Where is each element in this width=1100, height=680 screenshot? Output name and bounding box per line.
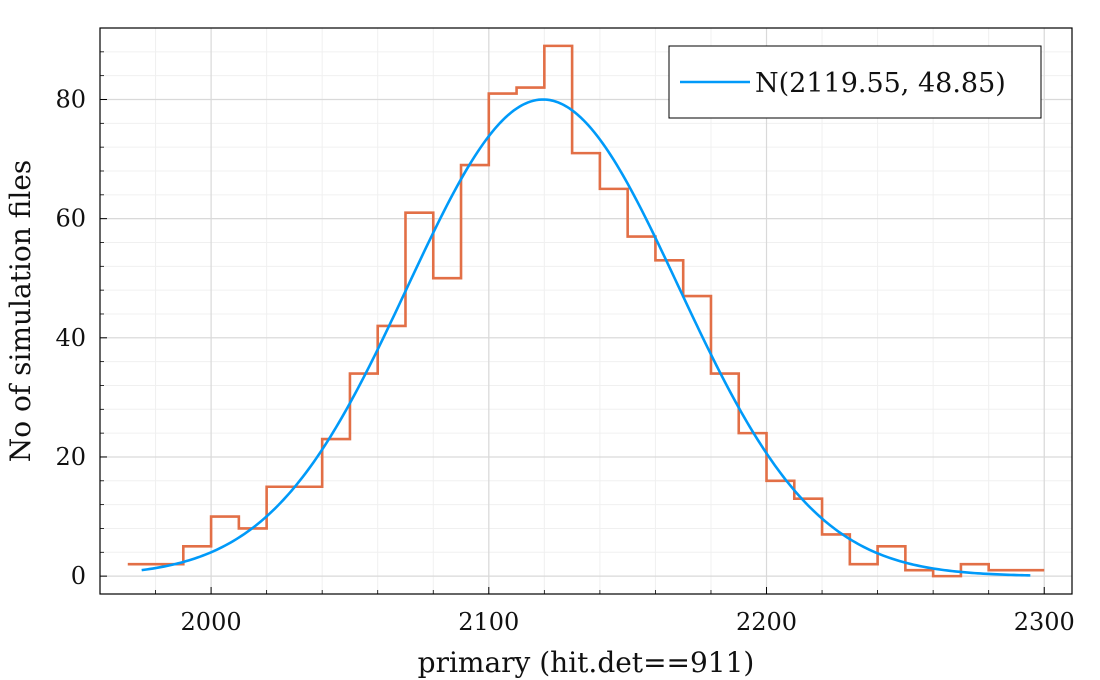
x-axis-label: primary (hit.det==911) <box>418 646 755 679</box>
y-tick-label: 0 <box>71 562 86 590</box>
tick-labels: 2000 2100 2200 2300 0 20 40 60 80 <box>55 85 1074 636</box>
y-tick-label: 60 <box>55 205 86 233</box>
y-tick-label: 80 <box>55 85 86 113</box>
y-tick-label: 20 <box>55 443 86 471</box>
legend: N(2119.55, 48.85) <box>668 45 1042 119</box>
x-tick-label: 2100 <box>458 608 519 636</box>
normal-fit-line <box>141 98 1031 577</box>
plot-frame <box>99 27 1073 595</box>
major-grid <box>100 28 1072 594</box>
histogram-steps <box>127 44 1045 578</box>
y-tick-label: 40 <box>55 324 86 352</box>
legend-label: N(2119.55, 48.85) <box>755 68 1006 99</box>
x-tick-label: 2300 <box>1014 608 1075 636</box>
axis-ticks <box>100 51 1045 594</box>
x-tick-label: 2000 <box>181 608 242 636</box>
y-axis-label: No of simulation files <box>4 160 37 463</box>
x-tick-label: 2200 <box>736 608 797 636</box>
